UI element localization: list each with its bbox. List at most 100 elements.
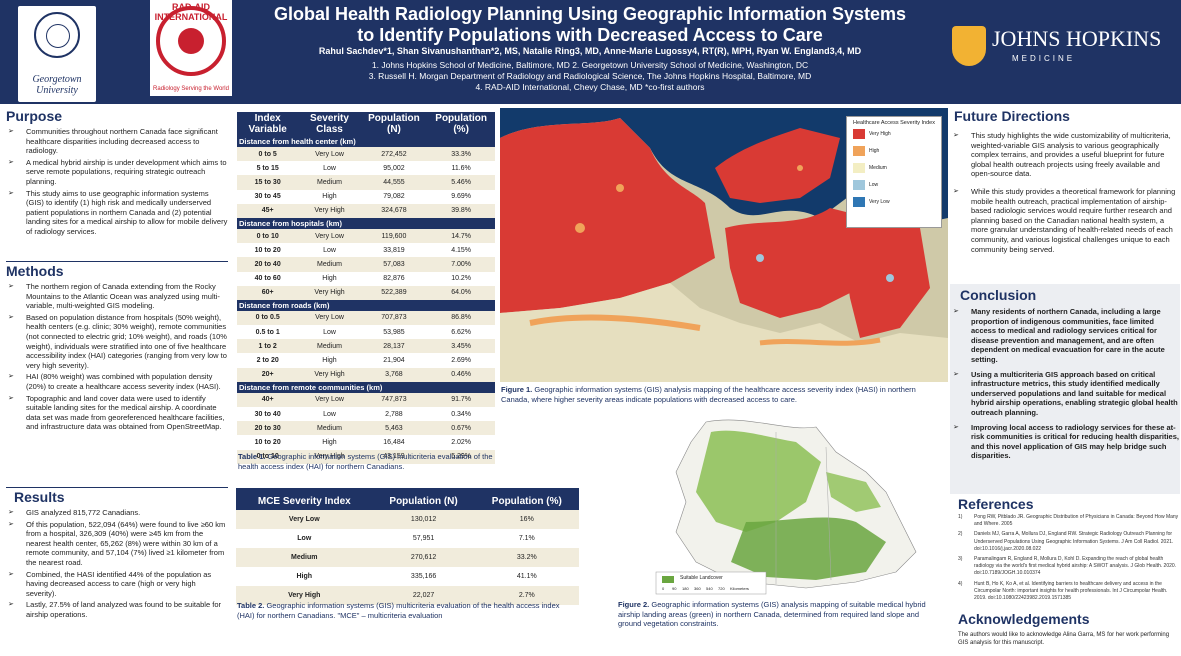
table-cell: 11.6%: [427, 161, 495, 176]
reference-item: 2) Daniels MJ, Garra A, Mollura DJ, Engla…: [954, 531, 1180, 553]
figure-1-map-graphic: [500, 108, 948, 382]
table-cell: Very Low: [236, 510, 373, 529]
table-row: 45+ Very High 324,678 39.8%: [237, 203, 495, 218]
conclusion-item: Using a multicriteria GIS approach based…: [951, 370, 1180, 418]
legend-label: High: [869, 148, 880, 154]
table-cell: 0.67%: [427, 421, 495, 436]
table-cell: 1 to 2: [237, 339, 299, 354]
table-row: 40+ Very Low 747,873 91.7%: [237, 392, 495, 407]
table-2-header: Population (N): [372, 488, 475, 510]
poster-title: Global Health Radiology Planning Using G…: [240, 4, 940, 46]
results-item: Lastly, 27.5% of land analyzed was found…: [6, 600, 228, 619]
table-cell: 0.5 to 1: [237, 325, 299, 340]
legend-swatch: [853, 129, 865, 139]
figure-2-legend-label: Suitable Landcover: [680, 575, 723, 581]
figure-1-caption: Figure 1. Geographic information systems…: [501, 385, 946, 404]
reference-number: 3): [958, 556, 963, 563]
table-cell: 44,555: [360, 175, 428, 190]
figure-2-scale-bar: 0 90 180 360 540 720 Kilometers: [662, 586, 762, 594]
table-1-section-row: Distance from hospitals (km): [237, 217, 495, 229]
acknowledgements-heading: Acknowledgements: [958, 611, 1090, 627]
table-1-caption-text: Geographic information systems (GIS) mul…: [238, 452, 493, 471]
methods-item: Based on population distance from hospit…: [6, 313, 228, 371]
acknowledgements-text: The authors would like to acknowledge Al…: [958, 632, 1170, 646]
table-row: Very High 22,027 2.7%: [236, 586, 579, 605]
table-2-caption-text: Geographic information systems (GIS) mul…: [237, 601, 560, 620]
table-cell: 20+: [237, 367, 299, 382]
rad-aid-circle-icon: [156, 6, 226, 76]
table-cell: Very Low: [298, 147, 361, 162]
reference-text: Paramalingam R, England R, Mollura D, Ko…: [974, 556, 1177, 577]
methods-heading: Methods: [6, 263, 64, 279]
table-cell: 5.46%: [427, 175, 495, 190]
reference-text: Daniels MJ, Garra A, Mollura DJ, England…: [974, 531, 1174, 552]
scale-unit-label: Kilometers: [730, 586, 749, 591]
table-1-header: Severity Class: [298, 112, 361, 136]
section-divider: [6, 487, 228, 488]
table-cell: 57,951: [372, 529, 475, 548]
references-heading: References: [958, 496, 1034, 512]
table-cell: 747,873: [360, 392, 428, 407]
table-1-header-row: Index Variable Severity Class Population…: [237, 112, 495, 136]
table-cell: 28,137: [360, 339, 428, 354]
table-cell: Low: [298, 161, 361, 176]
table-cell: Medium: [298, 175, 361, 190]
affiliation-line-3: 4. RAD-AID International, Chevy Chase, M…: [475, 82, 705, 92]
table-row: 40 to 60 High 82,876 10.2%: [237, 271, 495, 286]
table-cell: 707,873: [360, 310, 428, 326]
legend-item: Very High: [847, 129, 941, 146]
table-cell: Very Low: [298, 310, 361, 326]
table-1-section-title: Distance from hospitals (km): [237, 217, 495, 229]
legend-swatch: [853, 180, 865, 190]
table-cell: 0 to 5: [237, 147, 299, 162]
table-row: 2 to 20 High 21,904 2.69%: [237, 353, 495, 368]
table-cell: Very High: [236, 586, 373, 605]
legend-item: Very Low: [847, 197, 941, 214]
future-directions-heading: Future Directions: [954, 108, 1070, 124]
table-cell: 0 to 0.5: [237, 310, 299, 326]
figure-1-legend: Healthcare Access Severity Index Very Hi…: [846, 116, 942, 228]
methods-list: The northern region of Canada extending …: [6, 282, 228, 434]
table-cell: 2 to 20: [237, 353, 299, 368]
table-cell: 64.0%: [427, 285, 495, 300]
table-cell: Very High: [298, 367, 361, 382]
legend-label: Low: [869, 182, 879, 188]
table-cell: 60+: [237, 285, 299, 300]
georgetown-logo-text: Georgetown University: [32, 74, 82, 96]
table-row: Low 57,951 7.1%: [236, 529, 579, 548]
figure-1-caption-label: Figure 1.: [501, 385, 533, 394]
poster-header: Georgetown University RAD-AID INTERNATIO…: [0, 0, 1181, 104]
table-row: 10 to 20 Low 33,819 4.15%: [237, 243, 495, 258]
table-cell: 0 to 10: [237, 228, 299, 244]
table-1-section-row: Distance from roads (km): [237, 299, 495, 311]
table-cell: 272,452: [360, 147, 428, 162]
table-cell: Very High: [298, 285, 361, 300]
table-row: Medium 270,612 33.2%: [236, 548, 579, 567]
table-row: 10 to 20 High 16,484 2.02%: [237, 435, 495, 450]
reference-text: Hunt B, Ho K, Ko A, et al. Identifying b…: [974, 580, 1168, 602]
table-cell: Very Low: [298, 228, 361, 244]
figure-2-map-graphic: [655, 419, 917, 595]
table-cell: 53,985: [360, 325, 428, 340]
table-cell: 119,600: [360, 228, 428, 244]
table-cell: Very High: [298, 449, 361, 464]
conclusion-heading: Conclusion: [960, 287, 1037, 303]
table-1: Index Variable Severity Class Population…: [237, 112, 495, 464]
table-cell: 15 to 30: [237, 175, 299, 190]
table-cell: 33,819: [360, 243, 428, 258]
legend-item: High: [847, 146, 941, 163]
legend-label: Very High: [869, 131, 891, 137]
table-cell: 20 to 40: [237, 257, 299, 272]
results-heading: Results: [14, 489, 65, 505]
table-cell: 10 to 20: [237, 243, 299, 258]
table-row: 20+ Very High 3,768 0.46%: [237, 367, 495, 382]
purpose-heading: Purpose: [6, 108, 63, 124]
table-2-caption-label: Table 2.: [237, 601, 265, 610]
table-2-header-row: MCE Severity Index Population (N) Popula…: [236, 488, 579, 510]
scale-tick-label: 180: [682, 586, 689, 591]
table-cell: High: [298, 271, 361, 286]
table-row: 30 to 40 Low 2,788 0.34%: [237, 407, 495, 422]
reference-text: Pong RW, Pitblado JR. Geographic Distrib…: [974, 514, 1179, 528]
methods-item: The northern region of Canada extending …: [6, 282, 228, 311]
table-1-section-title: Distance from roads (km): [237, 299, 495, 311]
